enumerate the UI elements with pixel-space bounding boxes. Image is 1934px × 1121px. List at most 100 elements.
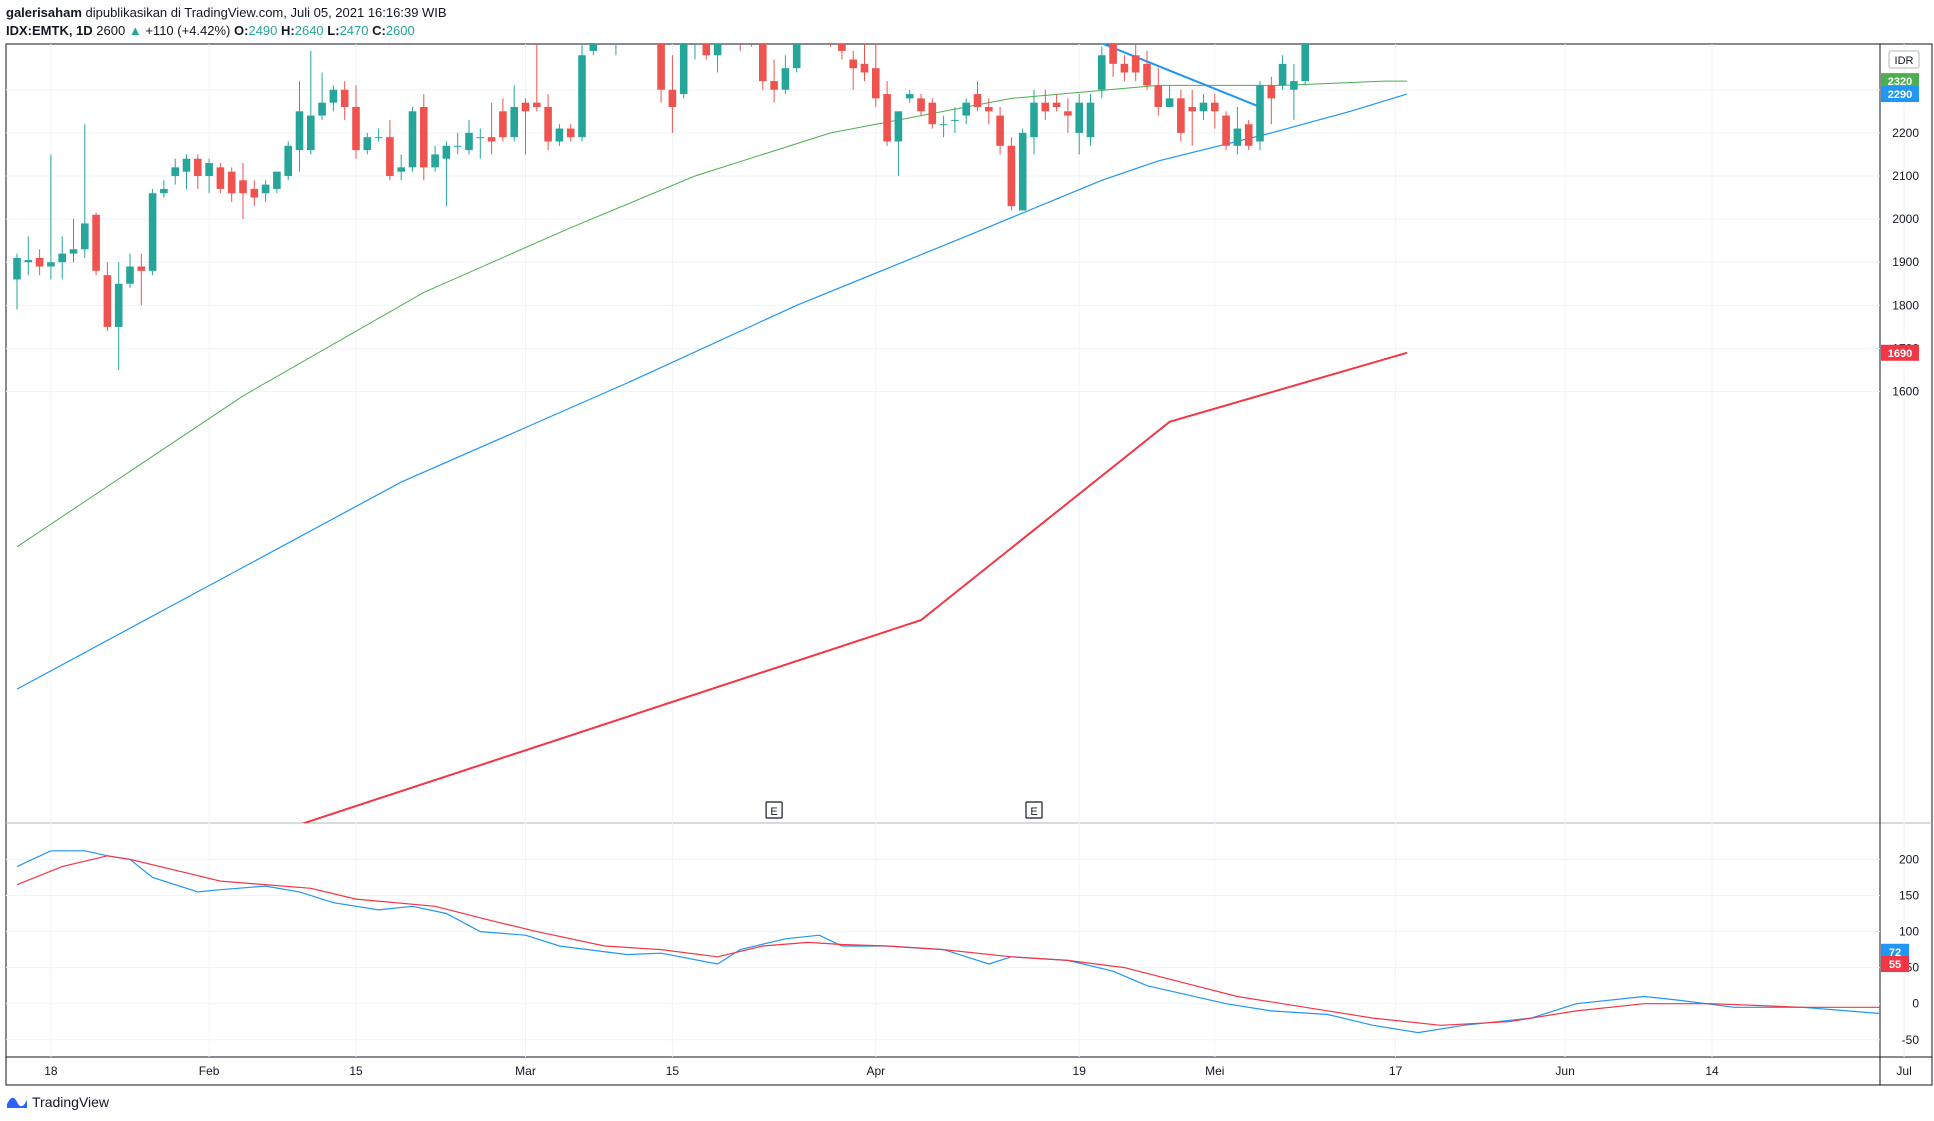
x-tick-label: 14 — [1705, 1064, 1719, 1078]
candle-body — [47, 262, 55, 267]
x-tick-label: 17 — [1389, 1064, 1403, 1078]
candle-body — [453, 145, 462, 147]
candle — [646, 4, 654, 43]
candle — [1165, 85, 1174, 107]
candle — [1109, 44, 1117, 77]
candle — [1403, 0, 1411, 16]
candle — [1177, 89, 1185, 142]
candle-body — [250, 188, 259, 198]
candle-body — [487, 137, 496, 142]
candle-body — [679, 44, 688, 95]
candle — [216, 163, 225, 194]
candle-body — [1041, 102, 1050, 112]
candle-body — [239, 180, 247, 194]
candle — [951, 106, 959, 133]
footer-brand[interactable]: TradingView — [6, 1094, 109, 1110]
candle — [352, 85, 360, 159]
candle — [589, 44, 598, 56]
candle — [739, 44, 741, 51]
candle-body — [273, 171, 281, 189]
candle — [453, 132, 462, 155]
candle-body — [1007, 145, 1016, 207]
candle — [1233, 106, 1242, 155]
candle-body — [1131, 55, 1140, 73]
candle — [182, 154, 191, 189]
y-tick-label: 2200 — [1892, 126, 1919, 140]
candle-body — [1143, 63, 1151, 86]
currency-badge — [1888, 50, 1920, 69]
candle — [386, 119, 394, 181]
candle-body — [1403, 0, 1411, 8]
candle-body — [1052, 102, 1061, 107]
candle — [917, 94, 925, 116]
candle-body — [442, 145, 451, 159]
candle — [1324, 0, 1332, 4]
candle-body — [951, 119, 959, 121]
x-tick-label: Feb — [199, 1064, 220, 1078]
high-label: H: — [281, 23, 295, 38]
candle-body — [601, 8, 609, 38]
candle — [804, 0, 812, 12]
last-price: 2600 — [96, 23, 126, 38]
ma-price-label-text: 1690 — [1888, 348, 1912, 360]
candle-body — [578, 55, 586, 138]
candle-body — [1290, 81, 1298, 90]
candle — [103, 262, 112, 332]
candle — [420, 94, 428, 181]
candle — [996, 106, 1004, 155]
candle-body — [295, 111, 304, 151]
candle — [985, 98, 993, 125]
candle-body — [1211, 102, 1219, 112]
candle — [510, 85, 518, 142]
chart-header: galerisaham dipublikasikan di TradingVie… — [6, 4, 447, 40]
open-label: O: — [234, 23, 249, 38]
candle — [1030, 89, 1038, 155]
trendline — [1100, 44, 1261, 108]
candle — [830, 44, 832, 47]
candle — [601, 0, 609, 38]
candle-body — [307, 115, 315, 151]
oscillator-pane — [16, 850, 1880, 1034]
candle — [35, 249, 44, 276]
author-name[interactable]: galerisaham — [6, 5, 82, 20]
candle — [679, 44, 688, 99]
candle — [1267, 76, 1276, 125]
candle-body — [1098, 55, 1106, 90]
x-tick-label: 18 — [44, 1064, 58, 1078]
candle — [1041, 89, 1050, 120]
candle-body — [748, 38, 756, 42]
candle-body — [352, 106, 360, 151]
candle — [1301, 44, 1309, 86]
y-tick-label: 1800 — [1892, 298, 1919, 312]
candle — [578, 44, 586, 142]
candle — [227, 167, 236, 202]
ma-price-label-text: 2320 — [1888, 76, 1912, 88]
osc-value-label-text: 72 — [1889, 947, 1901, 959]
candle — [860, 44, 869, 82]
osc-tick-label: 0 — [1912, 997, 1919, 1011]
y-tick-label: 2100 — [1892, 169, 1919, 183]
candle-body — [872, 68, 880, 99]
candle — [928, 98, 937, 129]
candle — [533, 44, 541, 112]
candle-body — [1233, 128, 1242, 146]
chart-frame — [5, 43, 1933, 1086]
candle-body — [114, 283, 123, 327]
low-label: L: — [327, 23, 340, 38]
y-tick-label: 1900 — [1892, 255, 1919, 269]
candle — [668, 55, 677, 133]
candle-body — [646, 29, 654, 38]
candle — [1154, 68, 1163, 116]
x-tick-label: Jun — [1555, 1064, 1574, 1078]
candle — [725, 0, 733, 42]
candle — [1244, 119, 1253, 151]
x-tick-label: 15 — [666, 1064, 680, 1078]
candle — [759, 44, 767, 90]
grid-lines — [6, 44, 1905, 1057]
candle-body — [770, 81, 778, 90]
ma-price-label-text: 2290 — [1888, 89, 1912, 101]
candle — [1131, 44, 1140, 82]
symbol-label: IDX:EMTK, 1D — [6, 23, 93, 38]
candle-body — [103, 275, 112, 327]
